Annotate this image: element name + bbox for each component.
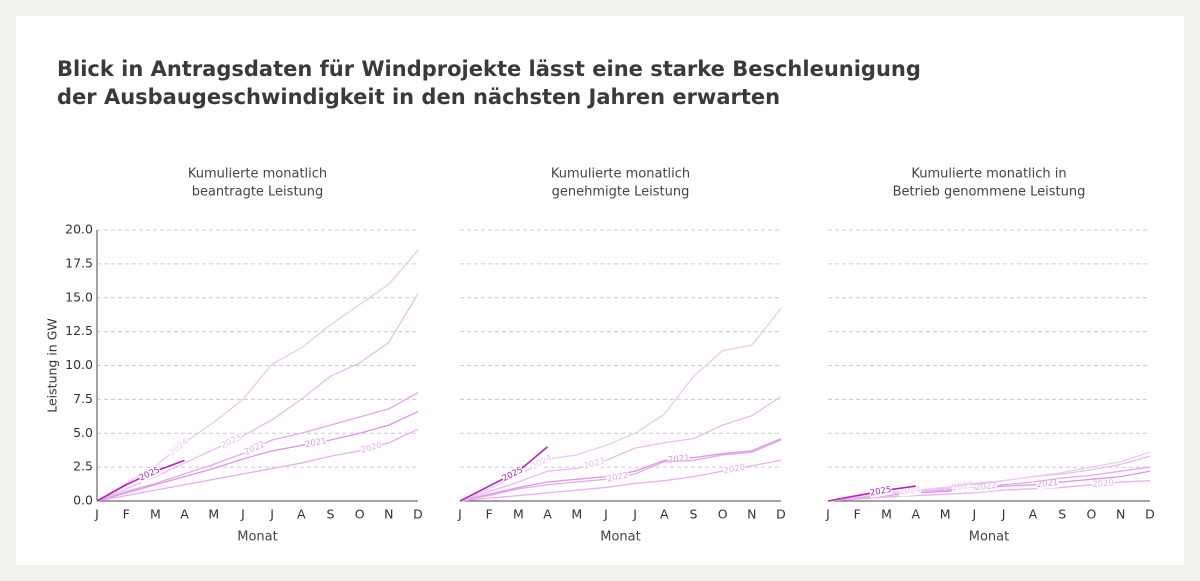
series-label-bg [951,479,975,493]
x-axis-label: Monat [969,530,1009,545]
x-tick-label: J [457,507,462,522]
series-label-bg [667,452,691,465]
subplot-title: Betrieb genommene Leistung [893,185,1086,200]
x-tick-label: O [355,507,365,522]
x-tick-label: A [912,507,921,522]
series-label-bg [242,438,267,458]
subplot-title: Kumulierte monatlich in [911,167,1066,182]
series-label-bg [529,452,554,472]
y-tick-label: 17.5 [65,255,93,270]
page-title: der Ausbaugeschwindigkeit in den nächste… [57,85,780,109]
series-label-bg [868,484,893,499]
x-tick-label: S [689,507,697,522]
x-tick-label: D [413,507,423,522]
x-tick-label: N [1116,507,1125,522]
x-tick-label: M [513,507,524,522]
x-tick-label: J [972,507,977,522]
series-label-bg [304,435,328,450]
x-tick-label: S [326,507,334,522]
series-label-bg [219,432,244,451]
x-tick-label: J [269,507,274,522]
y-tick-label: 10.0 [65,357,93,372]
x-tick-label: O [718,507,728,522]
line [96,410,419,502]
x-tick-label: A [180,507,189,522]
y-tick-label: 0.0 [73,493,93,508]
series-label: 2021 [668,454,690,466]
series-label-bg [605,470,630,485]
x-tick-label: O [1087,507,1097,522]
series-label-bg [359,439,384,456]
x-tick-label: A [297,507,306,522]
page-title: Blick in Antragsdaten für Windprojekte l… [57,57,921,81]
series-label-bg [722,462,747,476]
x-tick-label: J [94,507,99,522]
series-label: 2020 [1092,478,1114,490]
x-tick-label: A [660,507,669,522]
y-tick-label: 15.0 [65,289,93,304]
y-axis-label: Leistung in GW [45,318,60,413]
x-tick-label: M [571,507,582,522]
series-label: 2022 [975,481,997,493]
x-tick-label: F [486,507,493,522]
y-tick-label: 7.5 [73,391,93,406]
y-tick-label: 12.5 [65,323,93,338]
x-tick-label: A [543,507,552,522]
card [16,16,1184,565]
subplot-title: Kumulierte monatlich [551,167,690,182]
series-label: 2021 [1036,478,1058,490]
y-tick-label: 5.0 [73,425,93,440]
x-tick-label: J [825,507,830,522]
x-tick-label: M [940,507,951,522]
series-label-bg [500,464,525,484]
x-tick-label: D [1145,507,1155,522]
x-axis-label: Monat [237,530,277,545]
x-tick-label: M [208,507,219,522]
x-tick-label: S [1058,507,1066,522]
x-tick-label: N [384,507,393,522]
x-tick-label: J [603,507,608,522]
x-tick-label: A [1029,507,1038,522]
x-axis-label: Monat [600,530,640,545]
series-label: 2025 [869,485,892,499]
x-tick-label: M [881,507,892,522]
y-tick-label: 2.5 [73,459,93,474]
series-label-bg [582,455,607,472]
series-label: 2021 [304,436,327,450]
series-label-bg [137,464,162,484]
x-tick-label: J [632,507,637,522]
line [459,396,782,502]
y-tick-label: 20.0 [65,222,93,237]
subplot-title: Kumulierte monatlich [188,167,327,182]
series-label: 2022 [606,471,629,485]
x-tick-label: N [747,507,756,522]
x-tick-label: J [240,507,245,522]
x-tick-label: M [150,507,161,522]
series-label-bg [166,436,191,459]
subplot-title: genehmigte Leistung [552,185,690,200]
series-label-bg [1091,477,1115,490]
subplot-title: beantragte Leistung [192,185,324,200]
x-tick-label: J [1001,507,1006,522]
x-tick-label: F [854,507,861,522]
x-tick-label: D [776,507,786,522]
x-tick-label: F [123,507,130,522]
series-label: 2020 [723,463,746,477]
series-label: 2024 [899,485,921,497]
